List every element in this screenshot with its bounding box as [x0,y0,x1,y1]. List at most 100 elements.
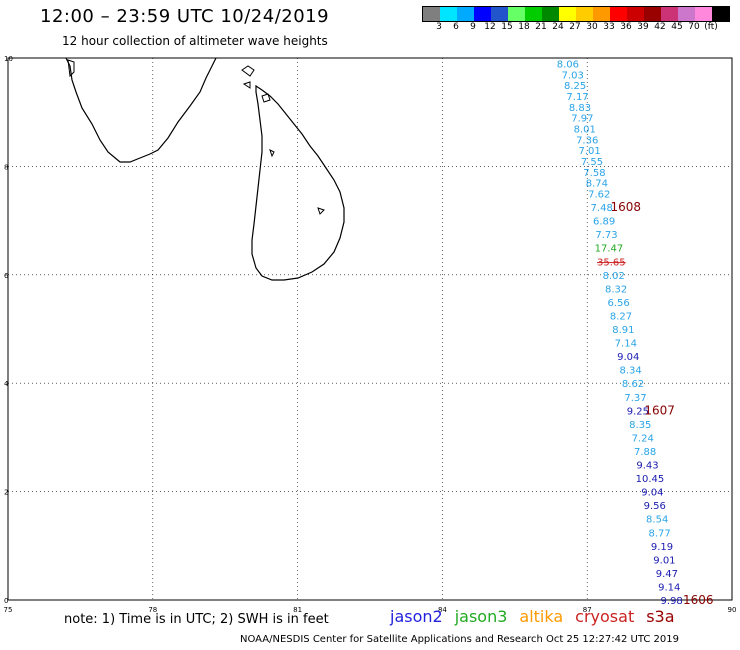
satellite-legend-item: jason2 [390,607,443,626]
color-swatch [525,7,542,21]
color-swatch [559,7,576,21]
color-scale-label: 36 [620,22,632,32]
color-scale-label: 70 [688,22,700,32]
color-swatch [474,7,491,21]
lon-tick-label: 90 [728,606,737,614]
wave-height-label: 7.01 [578,146,600,157]
color-swatch [457,7,474,21]
color-scale-label: 24 [552,22,564,32]
color-swatch [508,7,525,21]
color-scale-label: 12 [484,22,496,32]
color-scale-label: 18 [518,22,530,32]
color-scale-label: (ft) [704,22,718,32]
lat-tick-label: 10 [4,55,13,63]
wave-height-label: 9.01 [653,555,675,566]
coastline [65,57,345,281]
footer-credit: NOAA/NESDIS Center for Satellite Applica… [240,634,679,645]
lon-tick-label: 78 [148,606,157,614]
pass-time-label: 1608 [611,200,642,214]
sri-lanka-coastline [251,84,345,281]
color-swatch [593,7,610,21]
wave-height-label: 7.17 [566,92,588,103]
color-swatch [712,7,729,21]
satellite-legend-item: cryosat [575,607,635,626]
wave-height-label: 10.45 [636,474,665,485]
wave-height-label: 9.56 [644,501,666,512]
color-swatch [491,7,508,21]
wave-height-label: 7.55 [581,157,603,168]
india-coast-inlet [67,59,75,78]
color-swatch [423,7,440,21]
wave-height-label: 9.98 [661,596,683,607]
wave-height-label: 9.04 [617,352,639,363]
pass-time-label: 1607 [644,403,675,417]
wave-height-label: 8.91 [612,325,634,336]
lat-tick-label: 4 [4,380,9,388]
palk-strait-islands [241,65,271,103]
color-scale-label: 15 [501,22,513,32]
wave-height-label: 9.19 [651,542,673,553]
wave-height-label: 7.03 [562,70,584,81]
wave-height-label: 8.62 [622,379,644,390]
lat-tick-label: 2 [4,489,8,497]
wave-height-label: 9.47 [656,569,678,580]
wave-height-label: 7.88 [634,447,656,458]
time-labels: 1608 1607 1606 [611,200,714,607]
wave-height-label: 35.65 [597,257,626,268]
wave-height-label: 17.47 [595,244,624,255]
color-scale-label: 3 [436,22,442,32]
color-scale-label: 33 [603,22,615,32]
pass-time-label: 1606 [683,593,714,607]
satellite-legend-item: jason3 [454,607,508,626]
color-swatch [440,7,457,21]
color-scale-label: 39 [637,22,649,32]
india-coastline [65,57,217,163]
color-swatch [661,7,678,21]
wave-height-points: 8.067.038.257.178.837.978.017.367.017.55… [557,59,683,607]
wave-height-label: 7.48 [591,203,613,214]
color-scale-label: 30 [586,22,598,32]
wave-height-label: 8.54 [646,515,668,526]
satellite-legend: jason2 jason3 altika cryosat s3a [390,607,687,626]
lat-tick-label: 8 [4,163,8,171]
color-swatch [542,7,559,21]
lon-tick-label: 87 [583,606,592,614]
satellite-legend-item: altika [519,607,564,626]
wave-height-label: 8.34 [620,366,642,377]
lat-tick-label: 0 [4,597,8,605]
color-swatch [678,7,695,21]
wave-height-label: 8.77 [648,528,670,539]
color-scale-label: 6 [453,22,459,32]
color-swatch [695,7,712,21]
satellite-legend-item: s3a [646,607,675,626]
color-scale-label: 42 [654,22,666,32]
wave-height-label: 8.35 [629,420,651,431]
lon-tick-label: 75 [4,606,13,614]
lon-tick-label: 81 [293,606,302,614]
wave-height-label: 8.25 [564,81,586,92]
map-frame [7,57,733,601]
lon-tick-label: 84 [438,606,447,614]
wave-height-label: 8.27 [610,311,632,322]
wave-height-label: 9.25 [627,406,649,417]
sri-lanka-coast-detail [269,149,325,215]
color-scale-label: 21 [535,22,547,32]
wave-height-label: 7.24 [632,433,654,444]
wave-height-label: 8.06 [557,59,579,70]
graticule [7,57,733,601]
wave-height-label: 7.37 [624,393,646,404]
color-scale-label: 45 [671,22,683,32]
lat-tick-label: 6 [4,272,9,280]
wave-height-label: 9.14 [658,582,680,593]
wave-height-label: 7.14 [615,339,637,350]
color-swatch [610,7,627,21]
color-scale-bar [422,6,730,22]
color-swatch [576,7,593,21]
map-title: 12:00 – 23:59 UTC 10/24/2019 [40,6,330,27]
wave-height-label: 7.58 [583,168,605,179]
wave-height-label: 8.32 [605,284,627,295]
wave-height-label: 6.56 [607,298,629,309]
note-text: note: 1) Time is in UTC; 2) SWH is in fe… [64,612,329,627]
color-scale-label: 27 [569,22,581,32]
wave-height-label: 8.74 [586,179,608,190]
